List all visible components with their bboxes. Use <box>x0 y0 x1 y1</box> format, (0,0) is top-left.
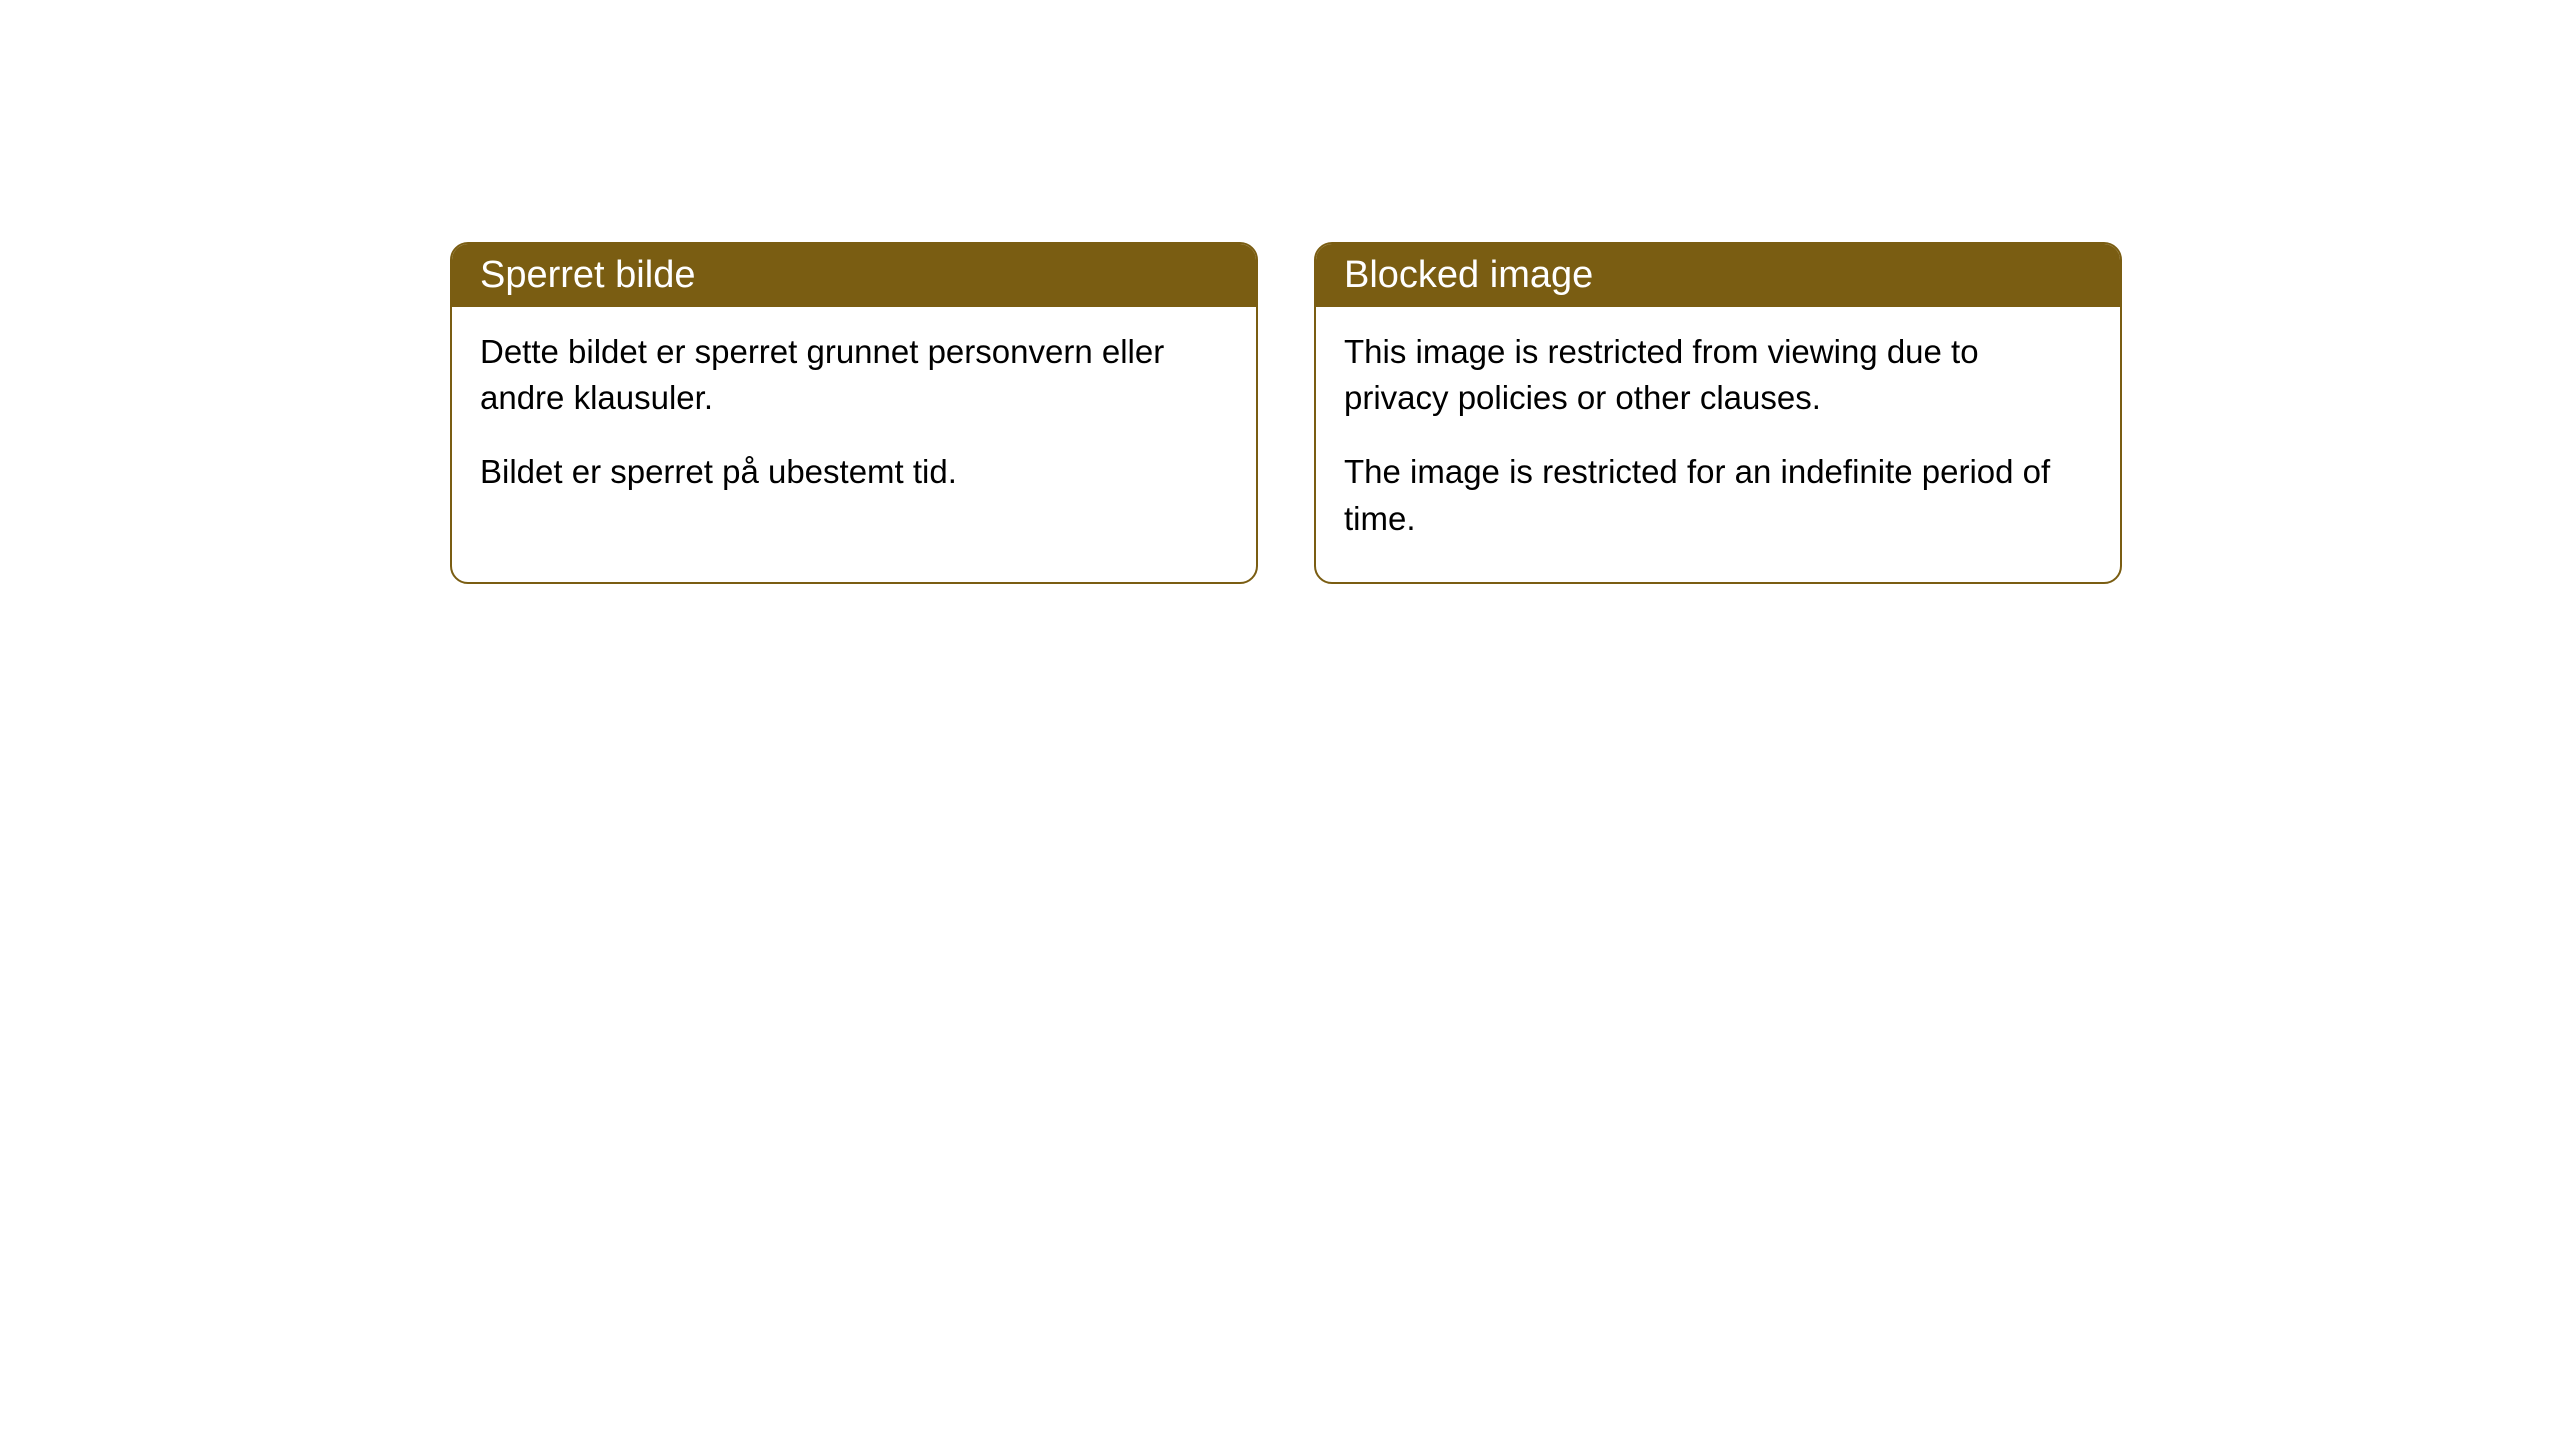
blocked-image-card-english: Blocked image This image is restricted f… <box>1314 242 2122 584</box>
notice-cards-container: Sperret bilde Dette bildet er sperret gr… <box>450 242 2122 584</box>
card-header: Sperret bilde <box>452 244 1256 307</box>
card-body: Dette bildet er sperret grunnet personve… <box>452 307 1256 536</box>
card-body: This image is restricted from viewing du… <box>1316 307 2120 582</box>
card-paragraph: Dette bildet er sperret grunnet personve… <box>480 329 1228 421</box>
blocked-image-card-norwegian: Sperret bilde Dette bildet er sperret gr… <box>450 242 1258 584</box>
card-title: Sperret bilde <box>480 254 695 296</box>
card-paragraph: The image is restricted for an indefinit… <box>1344 449 2092 541</box>
card-paragraph: This image is restricted from viewing du… <box>1344 329 2092 421</box>
card-title: Blocked image <box>1344 254 1593 296</box>
card-paragraph: Bildet er sperret på ubestemt tid. <box>480 449 1228 495</box>
card-header: Blocked image <box>1316 244 2120 307</box>
